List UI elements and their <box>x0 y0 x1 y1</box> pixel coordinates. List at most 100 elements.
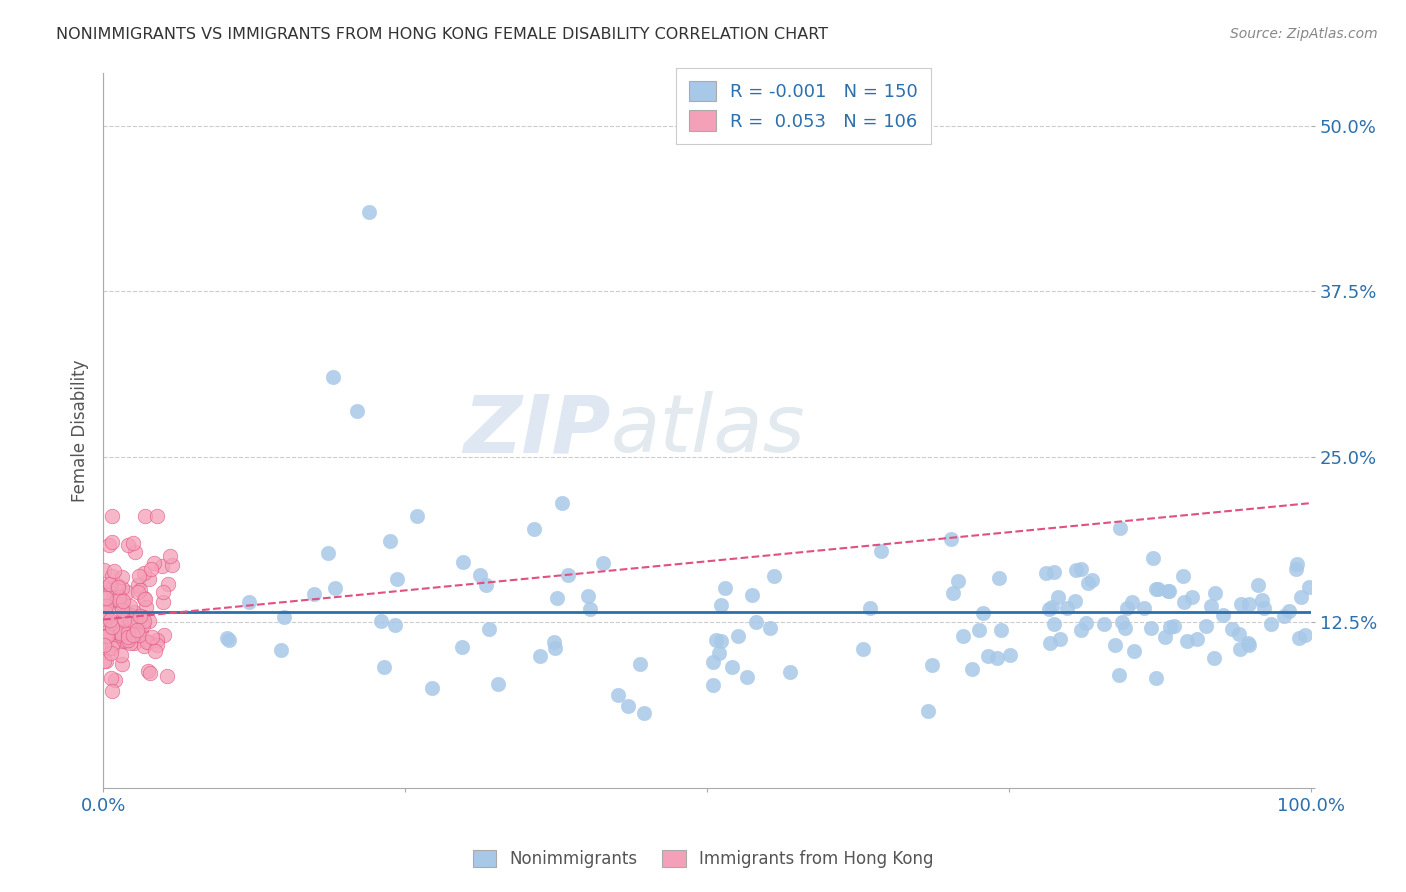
Point <box>998 648 1021 662</box>
Point <box>117 538 139 552</box>
Point <box>129 625 152 640</box>
Point <box>939 532 962 546</box>
Point <box>110 570 132 584</box>
Point <box>917 704 939 718</box>
Point <box>100 582 122 596</box>
Point <box>118 636 141 650</box>
Point <box>1144 671 1167 685</box>
Point <box>114 607 136 621</box>
Point <box>110 648 132 663</box>
Point <box>103 564 125 578</box>
Point <box>128 614 150 628</box>
Point <box>546 591 568 606</box>
Point <box>124 613 146 627</box>
Point <box>108 628 131 642</box>
Point <box>94 598 117 612</box>
Point <box>135 635 157 649</box>
Point <box>135 600 157 615</box>
Point <box>97 628 120 642</box>
Point <box>111 611 134 625</box>
Point <box>727 630 749 644</box>
Point <box>270 643 292 657</box>
Point <box>105 577 128 591</box>
Point <box>115 584 138 599</box>
Point <box>384 618 406 632</box>
Point <box>1039 635 1062 649</box>
Point <box>98 538 121 552</box>
Point <box>1298 580 1320 594</box>
Point <box>543 635 565 649</box>
Point <box>710 634 733 648</box>
Point <box>759 621 782 635</box>
Point <box>1229 626 1251 640</box>
Point <box>112 613 135 627</box>
Point <box>1116 601 1139 615</box>
Point <box>105 592 128 607</box>
Point <box>1104 638 1126 652</box>
Point <box>141 562 163 576</box>
Text: atlas: atlas <box>610 392 806 469</box>
Point <box>1038 601 1060 615</box>
Y-axis label: Female Disability: Female Disability <box>72 359 89 501</box>
Point <box>852 642 875 657</box>
Point <box>238 595 260 609</box>
Point <box>942 585 965 599</box>
Point <box>100 683 122 698</box>
Point <box>118 599 141 613</box>
Point <box>741 588 763 602</box>
Point <box>124 544 146 558</box>
Point <box>139 665 162 680</box>
Point <box>134 592 156 607</box>
Point <box>112 594 135 608</box>
Point <box>156 576 179 591</box>
Point <box>132 618 155 632</box>
Point <box>1289 590 1312 604</box>
Point <box>128 582 150 597</box>
Point <box>117 631 139 645</box>
Point <box>779 665 801 679</box>
Point <box>1175 633 1198 648</box>
Point <box>633 706 655 720</box>
Point <box>152 628 174 642</box>
Point <box>1042 616 1064 631</box>
Point <box>322 370 344 384</box>
Point <box>94 606 117 620</box>
Point <box>986 651 1008 665</box>
Point <box>1173 595 1195 609</box>
Point <box>146 638 169 652</box>
Point <box>132 591 155 605</box>
Point <box>702 678 724 692</box>
Point <box>128 569 150 583</box>
Point <box>136 664 159 678</box>
Point <box>1260 617 1282 632</box>
Point <box>108 591 131 605</box>
Point <box>543 641 565 656</box>
Point <box>127 578 149 592</box>
Point <box>100 671 122 685</box>
Point <box>122 628 145 642</box>
Point <box>378 534 401 549</box>
Point <box>972 606 994 620</box>
Point <box>111 603 134 617</box>
Legend: R = -0.001   N = 150, R =  0.053   N = 106: R = -0.001 N = 150, R = 0.053 N = 106 <box>676 68 931 144</box>
Point <box>1074 616 1097 631</box>
Point <box>127 623 149 637</box>
Point <box>1157 584 1180 599</box>
Point <box>1294 628 1316 642</box>
Point <box>152 595 174 609</box>
Point <box>478 622 501 636</box>
Point <box>152 585 174 599</box>
Point <box>142 557 165 571</box>
Point <box>385 573 408 587</box>
Point <box>529 648 551 663</box>
Point <box>98 577 121 591</box>
Point <box>93 563 115 577</box>
Point <box>1285 562 1308 576</box>
Point <box>98 576 121 591</box>
Point <box>117 624 139 639</box>
Point <box>714 581 737 595</box>
Point <box>960 662 983 676</box>
Point <box>93 638 115 652</box>
Point <box>111 657 134 671</box>
Point <box>1272 608 1295 623</box>
